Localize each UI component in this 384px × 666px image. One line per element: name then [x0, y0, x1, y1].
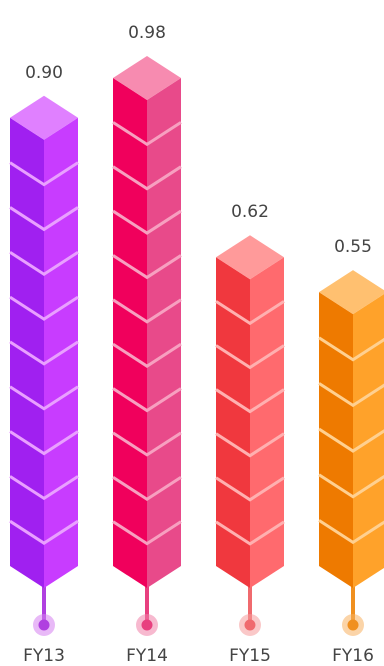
bar-right-face	[147, 77, 181, 589]
bar-fy13	[9, 95, 79, 636]
bar-cube-seam	[9, 295, 79, 321]
bar-base-dot	[141, 619, 153, 631]
value-label-fy13: 0.90	[25, 63, 63, 83]
bar-cube-seam	[112, 121, 182, 147]
labels-layer: 0.90 FY13 0.98 FY14 0.62 FY15 0.55 FY16	[23, 23, 374, 666]
bar-cube-seam	[318, 519, 384, 545]
bar-base-dot	[347, 619, 359, 631]
bar-top-face	[113, 55, 181, 100]
bar-cube-seam	[318, 382, 384, 408]
bar-cube-seam	[112, 520, 182, 546]
bar-base-dot	[38, 619, 50, 631]
category-label-fy14: FY14	[126, 646, 168, 666]
bar-cube-seam	[112, 431, 182, 457]
bar-left-face	[216, 257, 250, 588]
bar-top-face	[319, 270, 384, 315]
bar-cube-seam	[9, 340, 79, 366]
bar-cube-seam	[215, 476, 285, 502]
bar-cube-seam	[9, 206, 79, 232]
bar-cube-seam	[112, 165, 182, 191]
category-label-fy16: FY16	[332, 646, 374, 666]
bar-base-dot	[244, 619, 256, 631]
bar-cube-seam	[215, 520, 285, 546]
bar-cube-seam	[215, 300, 285, 326]
value-label-fy14: 0.98	[128, 23, 166, 43]
bar-fy14	[112, 55, 182, 636]
bar-cube-seam	[112, 254, 182, 280]
bar-cube-seam	[9, 475, 79, 501]
bar-top-face	[216, 235, 284, 280]
bar-right-face	[250, 257, 284, 588]
bar-cube-seam	[318, 336, 384, 362]
value-label-fy15: 0.62	[231, 202, 269, 222]
bar-cube-seam	[9, 385, 79, 411]
bar-cube-seam	[318, 427, 384, 453]
bar-cube-seam	[9, 161, 79, 187]
value-label-fy16: 0.55	[334, 237, 372, 257]
bar-cube-seam	[215, 388, 285, 414]
category-label-fy13: FY13	[23, 646, 65, 666]
bar-fy15	[215, 235, 285, 636]
bar-cube-seam	[112, 476, 182, 502]
bar-cube-seam	[9, 251, 79, 277]
bar-cube-seam	[112, 387, 182, 413]
bar-cube-seam	[9, 430, 79, 456]
bars-layer	[9, 55, 384, 636]
bar-cube-seam	[318, 473, 384, 499]
bar-cube-seam	[215, 344, 285, 370]
bar-cube-seam	[112, 209, 182, 235]
category-label-fy15: FY15	[229, 646, 271, 666]
bar-top-face	[10, 95, 78, 140]
bar-left-face	[113, 77, 147, 589]
bar-cube-seam	[9, 519, 79, 545]
bar-cube-seam	[112, 298, 182, 324]
bar-cube-seam	[112, 342, 182, 368]
bar-fy16	[318, 270, 384, 636]
bar-cube-seam	[215, 432, 285, 458]
